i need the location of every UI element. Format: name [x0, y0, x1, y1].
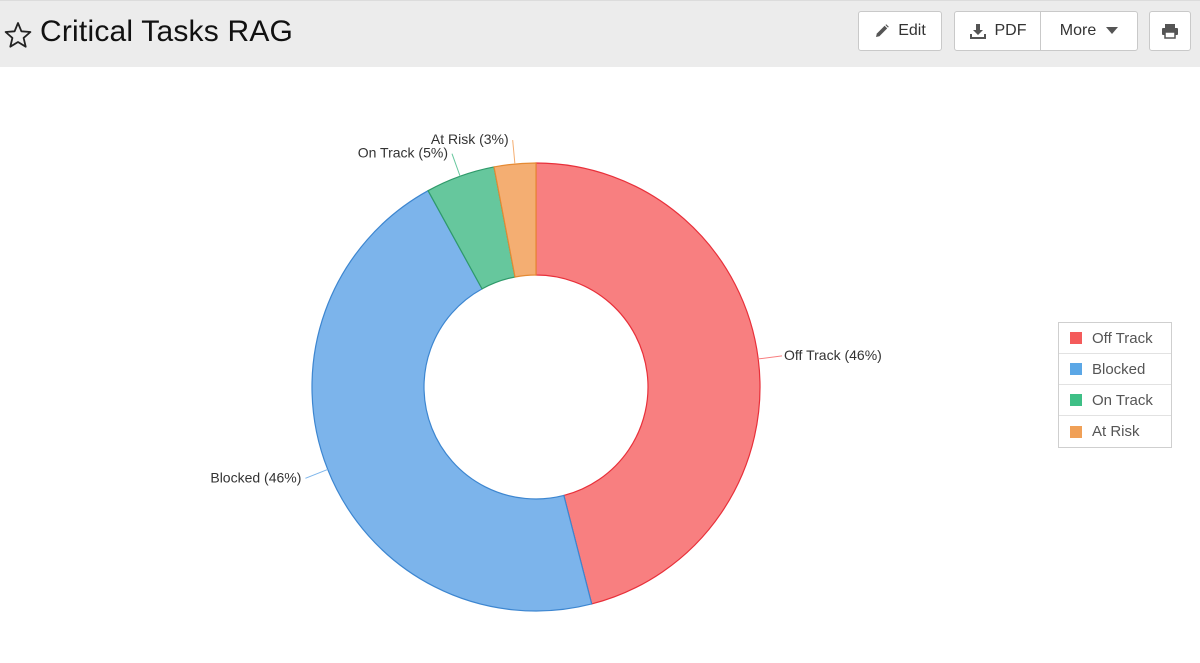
print-icon	[1162, 24, 1178, 39]
legend-item-off-track[interactable]: Off Track	[1059, 323, 1171, 354]
connector-off-track	[758, 355, 783, 360]
legend-item-blocked[interactable]: Blocked	[1059, 354, 1171, 385]
legend-swatch	[1070, 363, 1082, 375]
legend-item-at-risk[interactable]: At Risk	[1059, 416, 1171, 447]
star-icon[interactable]	[4, 21, 32, 49]
more-button-label: More	[1059, 22, 1097, 39]
page-title: Critical Tasks RAG	[40, 15, 294, 48]
data-label-at-risk: At Risk (3%)	[431, 131, 509, 147]
connector-at-risk	[512, 140, 516, 165]
slice-off-track[interactable]	[535, 162, 761, 605]
pencil-icon	[876, 24, 890, 37]
legend-item-on-track[interactable]: On Track	[1059, 385, 1171, 416]
legend-label: Blocked	[1092, 360, 1146, 378]
legend-swatch	[1070, 394, 1082, 406]
pdf-button-label: PDF	[994, 22, 1027, 39]
legend-label: At Risk	[1092, 423, 1140, 440]
connector-on-track	[451, 153, 461, 177]
pdf-button[interactable]: PDF	[954, 11, 1041, 51]
chart-legend: Off Track Blocked On Track At Risk	[1058, 322, 1172, 448]
slice-blocked[interactable]	[311, 189, 593, 612]
legend-swatch	[1070, 332, 1082, 344]
legend-swatch	[1070, 425, 1082, 438]
print-button[interactable]	[1149, 11, 1191, 51]
more-dropdown-button[interactable]: More	[1040, 11, 1138, 51]
legend-label: Off Track	[1092, 329, 1153, 347]
data-label-off-track: Off Track (46%)	[784, 347, 882, 363]
edit-button[interactable]: Edit	[858, 11, 942, 51]
caret-down-icon	[1106, 27, 1119, 34]
donut-chart: Off Track (46%) Blocked (46%) On Track (5%…	[210, 131, 882, 612]
slice-at-risk[interactable]	[493, 162, 537, 278]
connector-blocked	[305, 468, 328, 479]
download-icon	[969, 24, 986, 39]
data-label-on-track: On Track (5%)	[358, 145, 448, 161]
page-header: Critical Tasks RAG Edit PDF More	[0, 0, 1200, 67]
donut-chart-area: Off Track (46%) Blocked (46%) On Track (5%…	[0, 67, 1200, 663]
data-label-blocked: Blocked (46%)	[210, 469, 301, 485]
legend-label: On Track	[1092, 391, 1153, 409]
edit-button-label: Edit	[898, 22, 926, 39]
